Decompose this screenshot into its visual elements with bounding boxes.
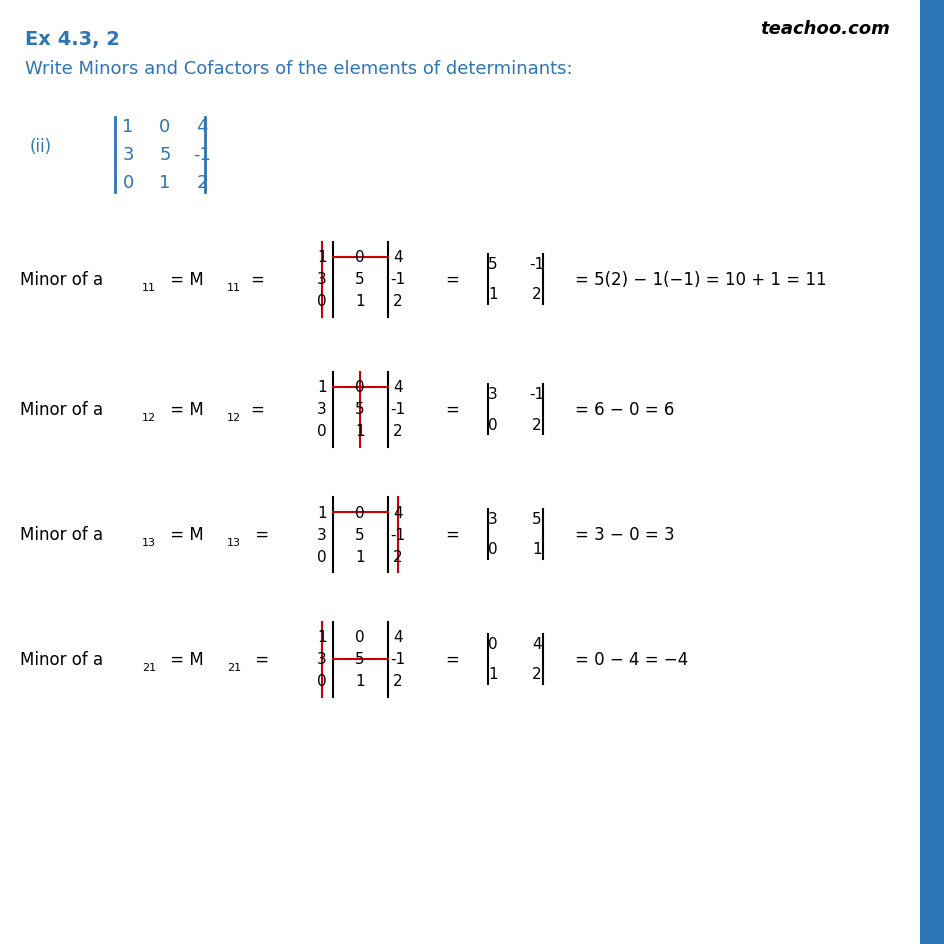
Text: =: = [445,271,459,289]
Text: 2: 2 [531,666,541,682]
Text: =: = [250,271,263,289]
Text: 3: 3 [317,402,327,417]
Text: = 0 − 4 = −4: = 0 − 4 = −4 [574,650,687,668]
Text: 2: 2 [531,287,541,302]
Text: 0: 0 [488,417,497,432]
Text: -1: -1 [390,402,405,417]
Text: 3: 3 [317,527,327,542]
Text: 11: 11 [227,282,241,293]
Text: = M: = M [165,400,204,418]
Text: teachoo.com: teachoo.com [759,20,889,38]
Text: 3: 3 [488,387,497,402]
Text: (ii): (ii) [30,138,52,156]
Text: 0: 0 [355,630,364,645]
Text: -1: -1 [529,387,544,402]
Text: 0: 0 [122,174,133,192]
Text: 5: 5 [355,272,364,287]
Text: 0: 0 [355,505,364,520]
Text: -1: -1 [193,145,211,164]
Text: -1: -1 [390,272,405,287]
Text: 4: 4 [393,250,402,265]
Text: 1: 1 [355,548,364,564]
Text: = M: = M [165,650,204,668]
Text: 3: 3 [488,512,497,527]
Text: 1: 1 [317,380,327,396]
Text: 0: 0 [317,674,327,689]
Text: -1: -1 [390,527,405,542]
Text: 1: 1 [355,674,364,689]
Text: 3: 3 [317,651,327,666]
Text: 0: 0 [488,637,497,651]
Text: 2: 2 [393,295,402,310]
Text: = 3 − 0 = 3: = 3 − 0 = 3 [574,526,674,544]
Text: 3: 3 [122,145,134,164]
Text: 4: 4 [531,637,541,651]
Text: 4: 4 [393,380,402,396]
Text: =: = [250,650,269,668]
Text: 5: 5 [355,651,364,666]
Text: 11: 11 [142,282,156,293]
Text: 1: 1 [488,287,497,302]
Text: 2: 2 [393,424,402,439]
Text: 5: 5 [160,145,171,164]
Text: 5: 5 [355,402,364,417]
Text: 1: 1 [488,666,497,682]
Text: 21: 21 [227,663,241,672]
Text: =: = [250,526,269,544]
Text: 5: 5 [531,512,541,527]
Text: =: = [250,400,263,418]
Text: 0: 0 [488,542,497,557]
Text: 3: 3 [317,272,327,287]
Text: 13: 13 [142,537,156,548]
Text: 0: 0 [317,295,327,310]
Text: = 6 − 0 = 6: = 6 − 0 = 6 [574,400,674,418]
Text: 0: 0 [317,424,327,439]
Text: 12: 12 [142,413,156,423]
Text: 1: 1 [355,295,364,310]
Text: Minor of a: Minor of a [20,271,103,289]
Text: 4: 4 [196,118,208,136]
Text: Minor of a: Minor of a [20,400,103,418]
Text: 1: 1 [531,542,541,557]
Text: =: = [445,526,459,544]
Text: Minor of a: Minor of a [20,526,103,544]
Text: 0: 0 [317,548,327,564]
Text: = M: = M [165,526,204,544]
Text: 5: 5 [355,527,364,542]
Text: =: = [445,650,459,668]
Text: Write Minors and Cofactors of the elements of determinants:: Write Minors and Cofactors of the elemen… [25,59,572,78]
Text: 2: 2 [393,548,402,564]
Text: 1: 1 [122,118,133,136]
Text: 1: 1 [355,424,364,439]
Text: 2: 2 [531,417,541,432]
Text: 4: 4 [393,630,402,645]
Text: -1: -1 [529,257,544,272]
Text: 1: 1 [160,174,171,192]
Bar [919,0,944,944]
Text: 5: 5 [488,257,497,272]
Text: 1: 1 [317,505,327,520]
Text: 0: 0 [355,380,364,396]
Text: 4: 4 [393,505,402,520]
Text: 21: 21 [142,663,156,672]
Text: =: = [445,400,459,418]
Text: 2: 2 [196,174,208,192]
Text: 13: 13 [227,537,241,548]
Text: Ex 4.3, 2: Ex 4.3, 2 [25,30,120,49]
Text: Minor of a: Minor of a [20,650,103,668]
Text: = 5(2) − 1(−1) = 10 + 1 = 11: = 5(2) − 1(−1) = 10 + 1 = 11 [574,271,826,289]
Text: 2: 2 [393,674,402,689]
Text: 1: 1 [317,250,327,265]
Text: = M: = M [165,271,204,289]
Text: 0: 0 [355,250,364,265]
Text: -1: -1 [390,651,405,666]
Text: 0: 0 [160,118,171,136]
Text: 1: 1 [317,630,327,645]
Text: 12: 12 [227,413,241,423]
